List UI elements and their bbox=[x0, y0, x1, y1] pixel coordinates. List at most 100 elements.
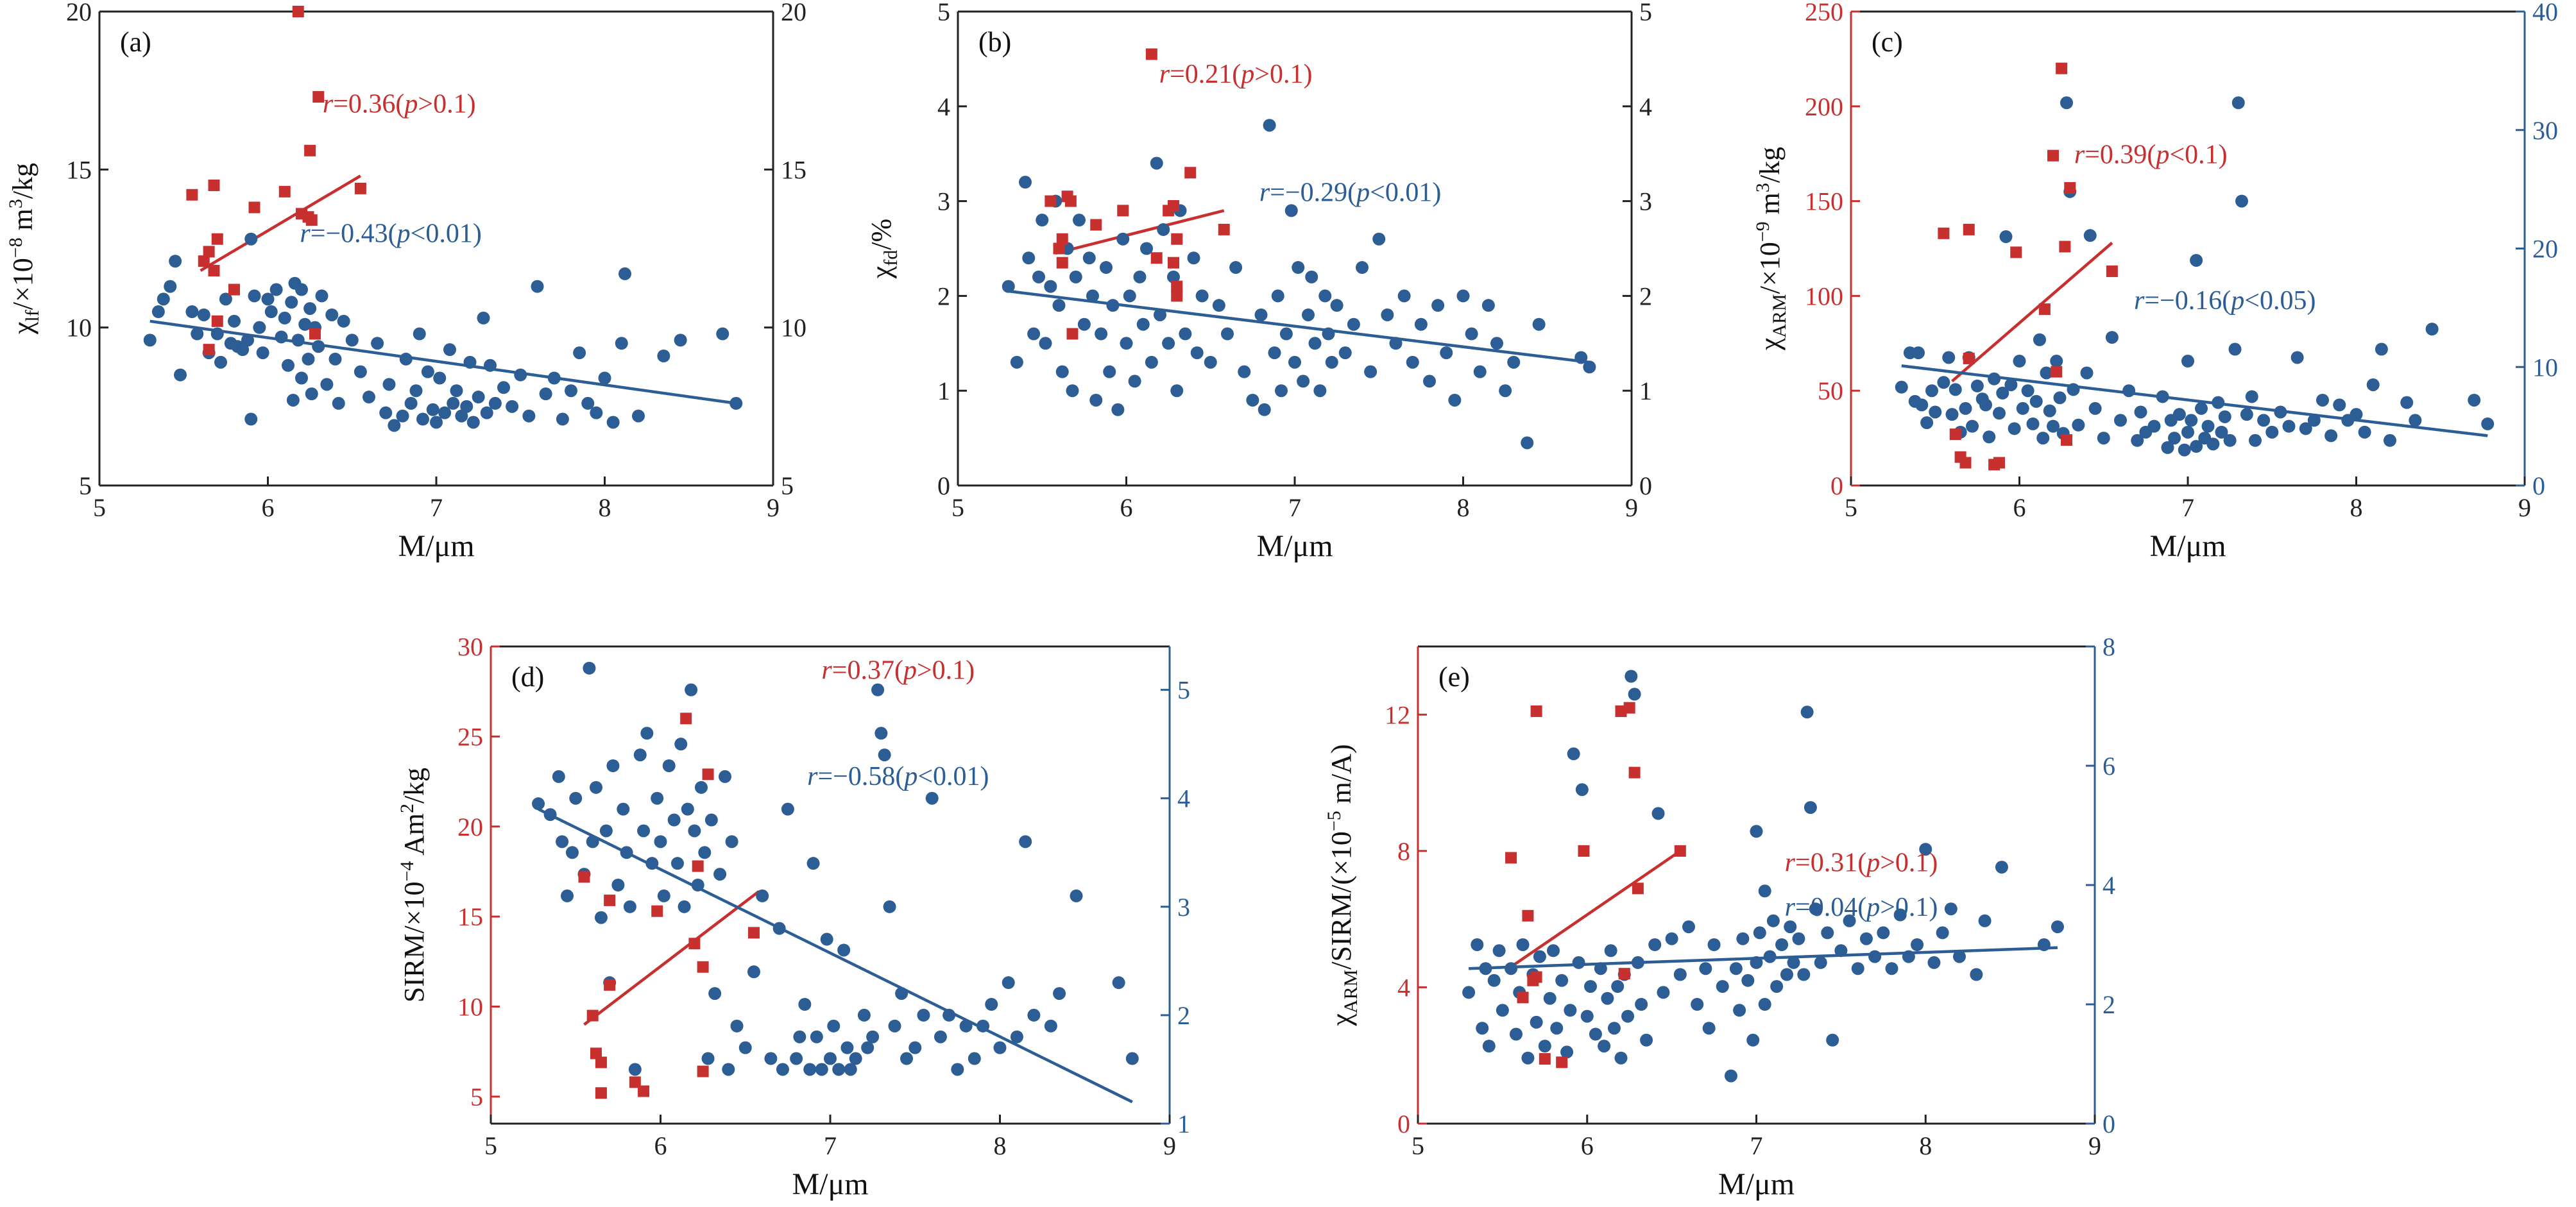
right-y-tick-label: 5 bbox=[1639, 0, 1652, 26]
x-tick-label: 7 bbox=[2181, 493, 2194, 522]
data-point-circle bbox=[617, 802, 630, 816]
data-point-circle bbox=[2206, 437, 2220, 451]
data-point-circle bbox=[1868, 950, 1882, 963]
data-point-circle bbox=[1499, 384, 1512, 398]
data-point-square bbox=[305, 214, 318, 226]
data-point-circle bbox=[214, 355, 227, 369]
data-point-circle bbox=[2147, 419, 2161, 433]
data-point-circle bbox=[654, 835, 667, 848]
data-point-circle bbox=[1787, 956, 1800, 969]
data-point-circle bbox=[895, 987, 908, 1000]
data-point-circle bbox=[2468, 393, 2481, 407]
y-tick-label: 5 bbox=[470, 1083, 483, 1111]
right-y-tick-label: 30 bbox=[2532, 116, 2558, 145]
data-point-circle bbox=[651, 791, 664, 805]
data-point-circle bbox=[628, 1063, 642, 1076]
data-point-circle bbox=[1598, 1040, 1611, 1053]
data-point-circle bbox=[1066, 384, 1079, 398]
y-tick-label: 2 bbox=[937, 282, 950, 310]
data-point-circle bbox=[1927, 956, 1941, 969]
data-point-circle bbox=[1482, 1040, 1496, 1053]
data-point-circle bbox=[2307, 414, 2321, 427]
data-point-circle bbox=[1212, 299, 1225, 312]
data-point-square bbox=[228, 283, 240, 296]
data-point-circle bbox=[618, 267, 631, 280]
data-point-circle bbox=[640, 727, 654, 740]
data-point-circle bbox=[1154, 308, 1166, 321]
data-point-circle bbox=[396, 409, 409, 423]
data-point-circle bbox=[219, 292, 232, 306]
right-y-tick-label: 4 bbox=[2103, 871, 2115, 900]
data-point-circle bbox=[1999, 230, 2013, 244]
data-point-circle bbox=[1555, 974, 1569, 987]
data-point-circle bbox=[1733, 1004, 1746, 1017]
data-point-circle bbox=[450, 384, 463, 398]
fit-line-red bbox=[1510, 846, 1686, 968]
data-point-circle bbox=[1330, 299, 1343, 312]
data-point-circle bbox=[798, 998, 812, 1011]
data-point-circle bbox=[371, 337, 384, 350]
data-point-circle bbox=[925, 791, 939, 805]
data-point-circle bbox=[803, 1063, 817, 1076]
data-point-circle bbox=[1112, 976, 1125, 990]
data-point-circle bbox=[388, 419, 401, 432]
data-point-circle bbox=[2245, 390, 2258, 403]
data-point-circle bbox=[1044, 280, 1057, 293]
data-point-square bbox=[1171, 290, 1183, 302]
data-point-circle bbox=[1082, 251, 1096, 265]
data-point-circle bbox=[1381, 308, 1394, 321]
data-point-circle bbox=[685, 683, 698, 696]
data-point-circle bbox=[1682, 920, 1695, 934]
data-point-circle bbox=[2008, 422, 2021, 435]
y-axis-label: SIRM/×10−4 Am2/kg bbox=[397, 768, 430, 1002]
data-point-circle bbox=[1699, 962, 1712, 975]
data-point-circle bbox=[248, 289, 261, 303]
data-point-circle bbox=[674, 333, 687, 347]
data-point-circle bbox=[2223, 434, 2237, 447]
data-point-circle bbox=[409, 384, 423, 398]
data-point-circle bbox=[151, 305, 165, 319]
data-point-square bbox=[278, 185, 291, 198]
data-point-circle bbox=[143, 333, 157, 347]
x-tick-label: 5 bbox=[1845, 493, 1857, 522]
data-point-square bbox=[1045, 195, 1057, 207]
data-point-circle bbox=[764, 1052, 778, 1065]
data-point-circle bbox=[1584, 980, 1598, 993]
right-y-tick-label: 2 bbox=[1639, 282, 1652, 310]
data-point-circle bbox=[285, 296, 298, 309]
x-tick-label: 5 bbox=[951, 493, 964, 522]
data-point-circle bbox=[620, 846, 633, 859]
data-point-circle bbox=[1246, 393, 1259, 407]
fit-line-red bbox=[583, 890, 760, 1026]
data-point-square bbox=[2047, 149, 2059, 162]
data-point-circle bbox=[883, 900, 896, 913]
data-point-square bbox=[2038, 303, 2051, 316]
data-point-circle bbox=[1044, 1019, 1057, 1033]
data-point-square bbox=[595, 1087, 607, 1099]
y-tick-label: 30 bbox=[457, 632, 483, 661]
data-point-circle bbox=[1729, 962, 1743, 975]
data-point-circle bbox=[1877, 926, 1890, 940]
data-point-circle bbox=[1221, 327, 1234, 341]
data-point-circle bbox=[1322, 327, 1335, 341]
annotation-blue: r=−0.29(p<0.01) bbox=[1259, 178, 1441, 208]
data-point-circle bbox=[438, 406, 452, 419]
data-point-square bbox=[2056, 62, 2068, 74]
data-point-circle bbox=[185, 305, 199, 319]
data-point-circle bbox=[1665, 932, 1678, 945]
data-point-circle bbox=[977, 1019, 990, 1033]
data-point-circle bbox=[2257, 414, 2271, 427]
data-point-circle bbox=[861, 1041, 874, 1054]
data-point-circle bbox=[815, 1063, 828, 1076]
data-point-circle bbox=[164, 280, 177, 293]
data-point-circle bbox=[793, 1030, 806, 1043]
data-point-circle bbox=[460, 400, 473, 413]
data-point-circle bbox=[772, 922, 786, 935]
data-point-circle bbox=[1364, 365, 1378, 378]
data-point-circle bbox=[1936, 926, 1949, 940]
data-point-circle bbox=[698, 846, 712, 859]
data-point-circle bbox=[1271, 289, 1284, 303]
y-axis-label: χlf/×10−8 m3/kg bbox=[5, 163, 43, 335]
right-y-tick-label: 0 bbox=[1639, 471, 1652, 500]
